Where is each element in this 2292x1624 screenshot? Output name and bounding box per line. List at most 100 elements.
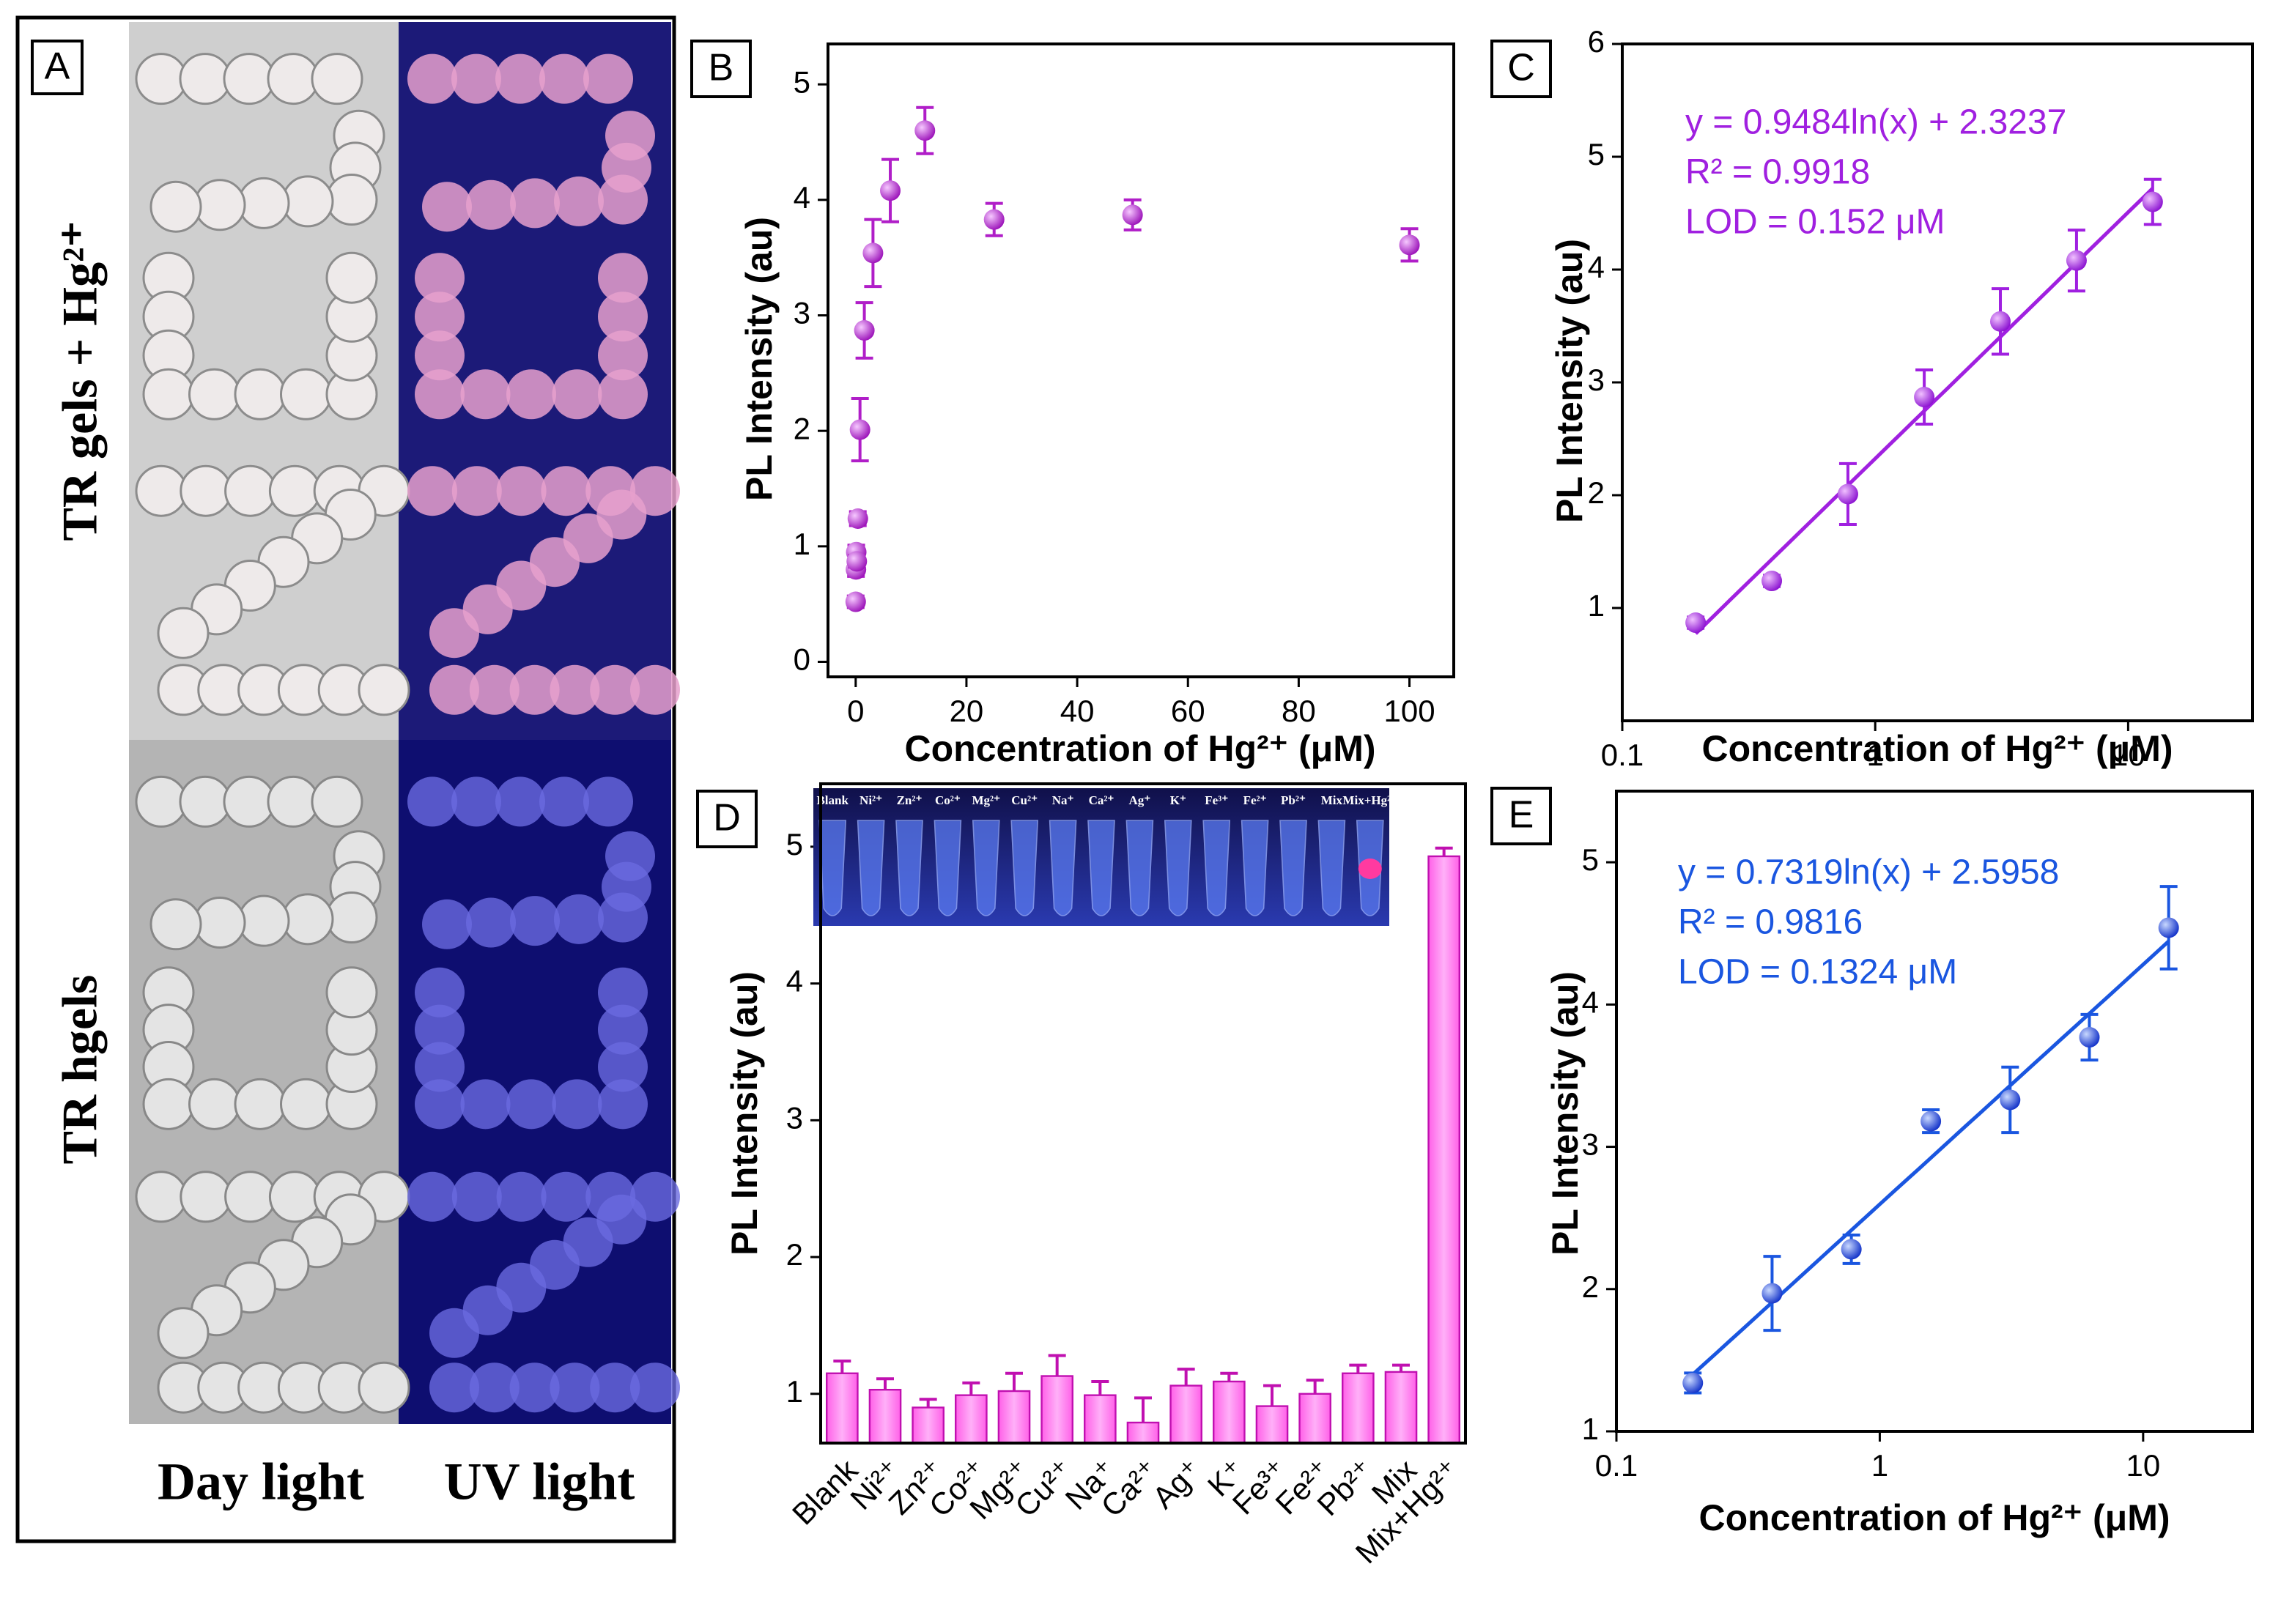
y-axis-label: PL Intensity (au) [739,217,780,501]
gel-bead [135,775,188,828]
tube [1241,820,1269,916]
gel-bead [539,776,589,827]
gel-bead [157,607,210,659]
point [2000,1089,2021,1111]
gel-bead [451,53,501,104]
gel-bead [267,775,319,828]
gel-bead [598,253,648,303]
point [854,320,875,341]
inset-label: Ni²⁺ [860,793,882,807]
gel-bead [325,251,378,304]
y-tick-label: 4 [794,180,810,215]
bar [1126,1421,1160,1445]
error-bar [1134,1396,1152,1423]
gel-bead [469,1362,520,1413]
gel-bead [142,368,195,420]
gel-bead [415,253,465,303]
gel-bead [415,330,465,381]
bar [1255,1405,1289,1445]
panel-label-box [696,790,758,848]
x-tick-label: 0.1 [1595,1448,1638,1483]
bar [1040,1375,1073,1445]
photo-panel: A TR gels + Hg²⁺ TR hgels Day light UV l… [15,15,680,1543]
gel-bead [280,1078,332,1130]
point [2142,191,2163,212]
point [2066,250,2087,271]
inset-label: Ca²⁺ [1089,793,1114,807]
gel-bead [598,330,648,381]
bar [1342,1372,1375,1445]
gel-bead [135,1171,188,1223]
gel-bead [583,53,633,104]
inset-label: Fe³⁺ [1205,793,1228,807]
inset-label: K⁺ [1170,793,1186,807]
gel-bead [630,1362,680,1413]
y-tick-label: 6 [1588,24,1605,59]
point [1914,387,1935,408]
panel-label-box [1490,40,1552,98]
error-bar [1005,1371,1023,1392]
gel-bead [460,369,511,420]
y-tick-label: 3 [794,296,810,330]
y-axis-label: PL Intensity (au) [1549,239,1590,523]
x-tick-label: 0.1 [1601,738,1644,772]
gel-bead [234,368,286,420]
tube [1279,820,1307,916]
gel-bead [451,466,502,516]
gel-bead [267,53,319,105]
gel-bead [157,1307,210,1360]
gel-bead [429,1308,479,1358]
point [880,180,901,201]
y-tick-label: 1 [794,527,810,561]
x-tick-label: 0 [847,694,864,728]
x-tick-label: 10 [2126,1448,2160,1483]
y-tick-label: 3 [786,1100,803,1135]
error-bar [1306,1379,1324,1394]
gel-bead [407,466,457,516]
bar [868,1388,902,1445]
gel-bead [415,967,465,1017]
bar [1427,855,1460,1445]
point [846,551,868,572]
tube [972,820,1000,916]
tube [895,820,923,916]
y-tick-label: 4 [1582,985,1599,1019]
error-bar [1392,1363,1410,1372]
y-tick-label: 5 [794,64,810,99]
point [1837,483,1858,505]
y-tick-label: 3 [1588,363,1605,397]
bar [1084,1394,1117,1445]
gel-bead [135,464,188,517]
gel-bead [407,776,457,827]
error-bar [833,1359,851,1373]
gel-bead [135,53,188,105]
x-tick-label: 1 [1871,1448,1888,1483]
panel-label: C [1507,47,1535,89]
annotation: y = 0.7319ln(x) + 2.5958 [1678,853,2059,892]
gel-bead [193,896,246,949]
tube [1164,820,1192,916]
panel-label: B [709,47,734,89]
inset-label: Mix [1321,793,1343,807]
gel-bead [415,1042,465,1092]
gel-bead [590,1362,640,1413]
gel-bead [281,893,334,946]
gel-bead [149,180,202,233]
gel-bead [180,1171,232,1223]
gel-bead [550,1362,600,1413]
tube [818,820,847,916]
gel-bead [311,53,363,105]
y-tick-label: 5 [1588,137,1605,171]
gel-bead [422,899,472,949]
gel-bead [234,1078,286,1130]
bar [1213,1380,1246,1445]
error-bar [919,1398,937,1408]
gel-bead [598,892,648,943]
tube [1087,820,1115,916]
gel-bead [237,177,290,229]
point [1921,1111,1942,1132]
y-tick-label: 5 [1582,842,1599,877]
tube-glow [1358,859,1382,879]
tube [934,820,962,916]
gel-bead [415,292,465,342]
